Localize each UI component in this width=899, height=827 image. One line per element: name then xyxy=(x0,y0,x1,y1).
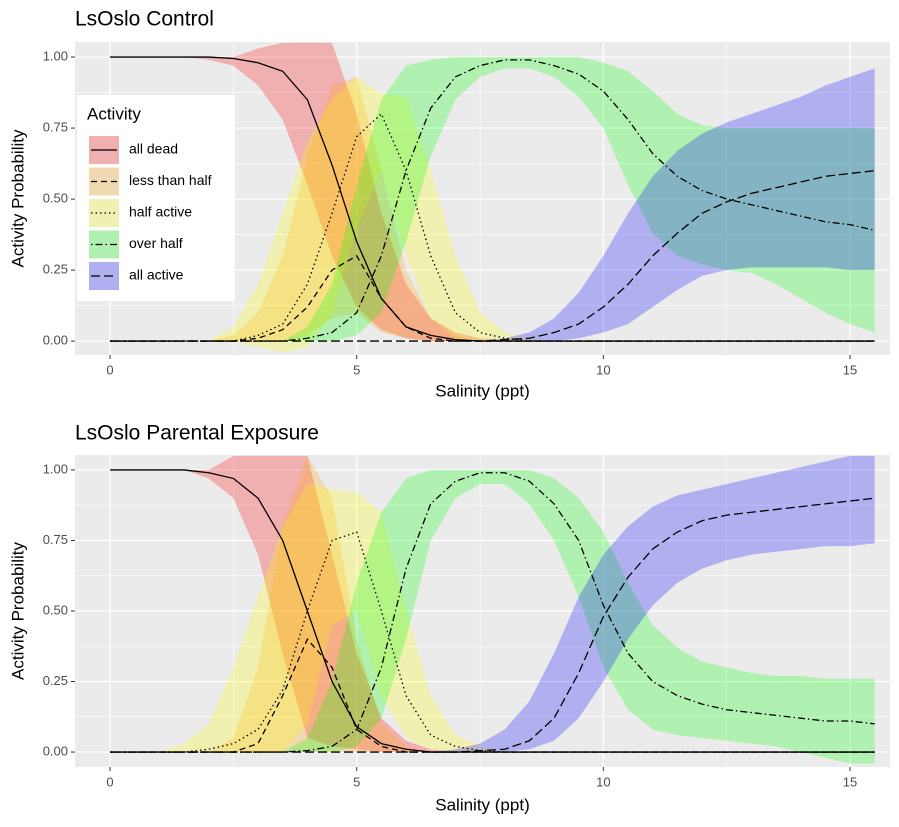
x-axis-label: Salinity (ppt) xyxy=(435,795,529,814)
x-tick-label: 0 xyxy=(106,774,113,789)
confidence-ribbon xyxy=(110,68,875,342)
y-tick-label: 0.00 xyxy=(43,743,68,758)
x-tick-label: 5 xyxy=(353,362,360,377)
legend-title: Activity xyxy=(87,104,141,123)
confidence-ribbon xyxy=(110,57,875,342)
confidence-ribbon xyxy=(110,484,875,753)
confidence-ribbon xyxy=(110,455,875,753)
series-line xyxy=(110,170,875,342)
confidence-ribbon xyxy=(110,455,875,753)
legend-label: all dead xyxy=(129,141,178,157)
x-tick-label: 0 xyxy=(106,362,113,377)
y-axis-label: Activity Probability xyxy=(8,542,27,680)
y-axis-label: Activity Probability xyxy=(8,129,27,267)
confidence-ribbon xyxy=(110,76,875,353)
y-tick-label: 0.50 xyxy=(43,602,68,617)
series-line xyxy=(110,59,875,342)
x-tick-label: 10 xyxy=(596,774,610,789)
y-tick-label: 0.25 xyxy=(43,673,68,688)
series-line xyxy=(110,254,875,342)
x-tick-label: 15 xyxy=(843,362,857,377)
plot-layer xyxy=(110,455,875,764)
legend-label: all active xyxy=(129,267,184,283)
series-line xyxy=(110,497,875,753)
y-tick-label: 0.75 xyxy=(43,532,68,547)
legend-label: less than half xyxy=(129,172,212,188)
series-line xyxy=(110,638,875,753)
y-tick-label: 0.25 xyxy=(43,262,68,277)
y-tick-label: 1.00 xyxy=(43,48,68,63)
confidence-ribbon xyxy=(110,76,875,342)
chart-title: LsOslo Parental Exposure xyxy=(75,422,319,445)
x-axis-label: Salinity (ppt) xyxy=(435,381,529,400)
plot-layer xyxy=(110,42,875,353)
legend-label: half active xyxy=(129,204,192,220)
x-tick-label: 10 xyxy=(596,362,610,377)
y-tick-label: 0.00 xyxy=(43,333,68,348)
chart-title: LsOslo Control xyxy=(75,8,214,31)
confidence-ribbon xyxy=(110,455,875,753)
y-tick-label: 0.75 xyxy=(43,119,68,134)
y-tick-label: 1.00 xyxy=(43,461,68,476)
x-tick-label: 5 xyxy=(353,774,360,789)
confidence-ribbon xyxy=(110,42,875,342)
confidence-ribbon xyxy=(110,469,875,764)
legend-label: over half xyxy=(129,235,183,251)
series-line xyxy=(110,472,875,753)
x-tick-label: 15 xyxy=(843,774,857,789)
y-tick-label: 0.50 xyxy=(43,191,68,206)
